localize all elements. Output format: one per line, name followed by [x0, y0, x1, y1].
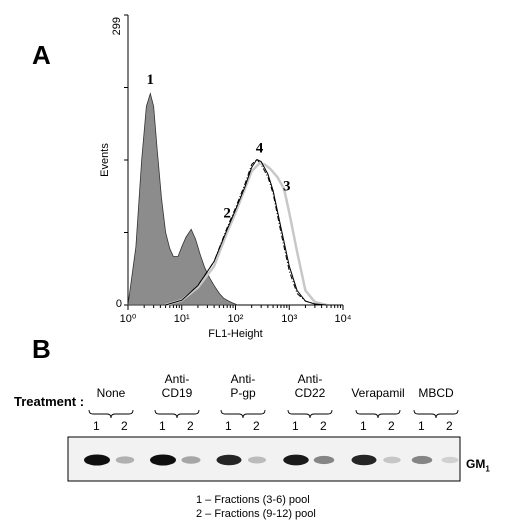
x-tick-label: 10¹	[174, 313, 190, 325]
treatment-group-label: Anti- P-gp	[230, 372, 256, 400]
panel-a-label: A	[32, 40, 51, 70]
peak-label-1: 1	[147, 72, 155, 88]
blot-band	[313, 455, 335, 465]
lane-number: 2	[320, 419, 327, 433]
lane-number: 1	[292, 419, 299, 433]
lane-number: 2	[446, 419, 453, 433]
blot-band	[441, 456, 459, 464]
band-label: GM1	[466, 457, 490, 474]
lane-number: 2	[121, 419, 128, 433]
peak-label-3: 3	[283, 179, 291, 195]
peak-label-2: 2	[223, 206, 231, 222]
blot-band	[115, 456, 135, 464]
x-tick-label: 10²	[228, 313, 244, 325]
histogram-series-4	[165, 158, 327, 306]
blot-band	[150, 454, 176, 466]
treatment-label: Treatment :	[14, 394, 85, 409]
blot-band	[383, 456, 401, 464]
histogram-series-1	[127, 92, 238, 306]
x-tick-label: 10³	[281, 313, 297, 325]
legend-line-2: 2 – Fractions (9-12) pool	[196, 508, 316, 520]
panel-b-label: B	[32, 334, 51, 364]
western-blot	[67, 409, 461, 482]
x-tick-label: 10⁰	[120, 313, 137, 325]
x-axis-label: FL1-Height	[208, 328, 262, 340]
blot-band	[181, 456, 201, 464]
histogram-panel: 299 0 Events 10⁰ 10¹ 10² 10³ 10⁴ FL1-Height 1 4 3 2	[99, 14, 352, 340]
treatment-group-label: Anti- CD19	[161, 372, 193, 400]
treatment-group-label: Verapamil	[351, 386, 405, 400]
group-brace	[220, 409, 266, 419]
group-brace	[88, 409, 134, 419]
lane-number: 2	[187, 419, 194, 433]
treatment-group-label: None	[96, 386, 126, 400]
lane-number: 1	[159, 419, 166, 433]
lane-number: 1	[225, 419, 232, 433]
y-axis-label: Events	[99, 143, 111, 177]
y-tick-label-bottom: 0	[116, 298, 122, 310]
blot-band	[283, 454, 309, 466]
blot-band	[84, 454, 110, 466]
lane-number: 1	[418, 419, 425, 433]
x-tick-label: 10⁴	[335, 313, 352, 325]
lane-number: 1	[360, 419, 367, 433]
blot-band	[351, 454, 377, 466]
lane-number: 2	[388, 419, 395, 433]
group-brace	[355, 409, 401, 419]
group-brace	[413, 409, 459, 419]
legend-line-1: 1 – Fractions (3-6) pool	[196, 494, 310, 506]
lane-number: 2	[253, 419, 260, 433]
blot-band	[411, 455, 433, 465]
group-brace	[287, 409, 333, 419]
y-tick-label-top: 299	[111, 17, 123, 35]
treatment-group-label: Anti- CD22	[294, 372, 326, 400]
peak-label-4: 4	[256, 141, 264, 157]
blot-band	[216, 454, 242, 466]
lane-number: 1	[93, 419, 100, 433]
blot-band	[248, 456, 266, 464]
group-brace	[154, 409, 200, 419]
treatment-group-label: MBCD	[418, 386, 454, 400]
